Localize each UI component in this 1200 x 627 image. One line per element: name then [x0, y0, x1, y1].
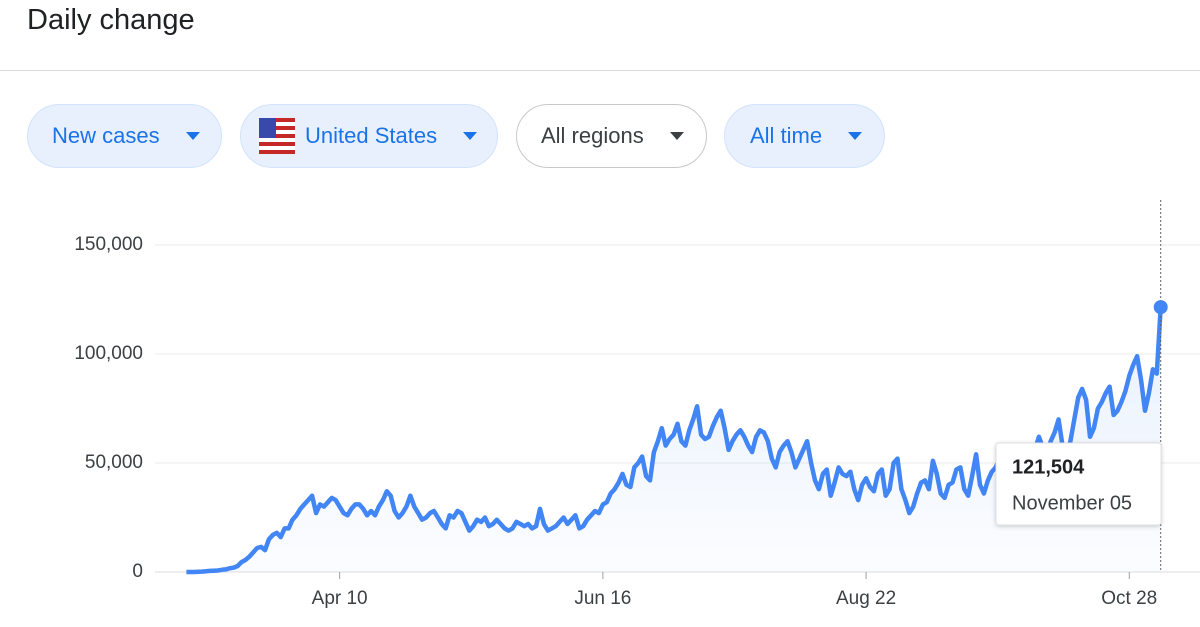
chip-label: All regions	[541, 123, 644, 148]
tooltip-date: November 05	[1012, 492, 1132, 514]
metric-chip[interactable]: New cases	[27, 104, 222, 168]
chip-label: New cases	[52, 123, 160, 148]
x-tick-label: Aug 22	[836, 588, 896, 609]
flag-icon	[259, 118, 295, 154]
tooltip: 121,504 November 05	[995, 442, 1162, 526]
x-tick-label: Apr 10	[312, 588, 368, 609]
divider	[0, 70, 1200, 71]
chip-label: United States	[305, 123, 438, 148]
page-title: Daily change	[27, 4, 195, 36]
y-tick-label: 150,000	[74, 234, 143, 255]
caret	[185, 132, 200, 140]
tooltip-value: 121,504	[1012, 456, 1085, 478]
region-chip[interactable]: All regions	[516, 104, 707, 168]
y-tick-label: 0	[132, 561, 143, 582]
x-tick-label: Jun 16	[574, 588, 631, 609]
point	[1153, 300, 1168, 315]
time-chip[interactable]: All time	[724, 104, 885, 168]
x-tick-label: Oct 28	[1101, 588, 1157, 609]
chip-label: All time	[750, 123, 823, 148]
tooltip-box	[995, 442, 1162, 526]
country-chip[interactable]: United States	[240, 104, 498, 168]
area	[186, 307, 1161, 572]
y-tick-label: 100,000	[74, 343, 143, 364]
y-tick-label: 50,000	[85, 452, 143, 473]
caret	[463, 132, 478, 140]
caret	[848, 132, 863, 140]
caret	[669, 132, 684, 140]
